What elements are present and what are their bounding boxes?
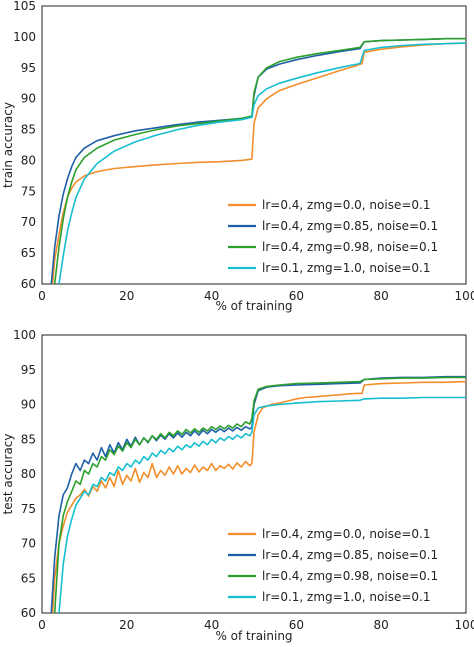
y-tick-label: 80: [21, 467, 36, 481]
y-tick-label: 60: [21, 606, 36, 620]
x-axis-label: % of training: [215, 629, 292, 643]
y-tick-label: 100: [13, 328, 36, 342]
y-tick-label: 65: [21, 246, 36, 260]
legend-label: lr=0.4, zmg=0.85, noise=0.1: [262, 548, 438, 562]
x-tick-label: 80: [374, 618, 389, 632]
x-tick-label: 0: [38, 289, 46, 303]
x-tick-label: 100: [455, 289, 474, 303]
plot-frame: [41, 334, 467, 614]
y-tick-label: 70: [21, 215, 36, 229]
y-tick-label: 85: [21, 123, 36, 137]
y-tick-label: 100: [13, 30, 36, 44]
legend-label: lr=0.4, zmg=0.0, noise=0.1: [262, 527, 430, 541]
x-tick-label: 0: [38, 618, 46, 632]
y-tick-label: 90: [21, 398, 36, 412]
y-axis-label: test accuracy: [1, 434, 15, 515]
legend-label: lr=0.4, zmg=0.98, noise=0.1: [262, 240, 438, 254]
y-tick-label: 75: [21, 502, 36, 516]
series-line-3: [58, 396, 466, 613]
train-accuracy-chart: 0 20 40 60 80 100 60 65 70 75 80 85 90 95 100 105 % of t…: [1, 0, 474, 313]
y-axis-label: train accuracy: [1, 102, 15, 188]
y-tick-label: 60: [21, 277, 36, 291]
legend-label: lr=0.1, zmg=1.0, noise=0.1: [262, 590, 430, 604]
y-tick-label: 70: [21, 537, 36, 551]
y-tick-label: 95: [21, 363, 36, 377]
legend-label: lr=0.4, zmg=0.85, noise=0.1: [262, 219, 438, 233]
series-line-0: [51, 380, 466, 613]
series-line-2: [53, 376, 466, 613]
series-line-2: [53, 37, 466, 284]
x-tick-label: 100: [455, 618, 474, 632]
y-tick-label: 75: [21, 184, 36, 198]
test-accuracy-chart: 0 20 40 60 80 100 60 65 70 75 80 85 90 95 100 % of trai…: [1, 328, 474, 643]
legend-label: lr=0.4, zmg=0.0, noise=0.1: [262, 198, 430, 212]
y-tick-label: 105: [13, 0, 36, 13]
x-tick-label: 60: [289, 618, 304, 632]
plot-frame: [41, 5, 467, 285]
y-tick-label: 90: [21, 92, 36, 106]
x-tick-label: 20: [119, 289, 134, 303]
y-tick-label: 85: [21, 432, 36, 446]
series-line-3: [58, 42, 466, 284]
x-tick-label: 40: [204, 289, 219, 303]
legend-label: lr=0.1, zmg=1.0, noise=0.1: [262, 261, 430, 275]
x-tick-label: 60: [289, 289, 304, 303]
x-tick-label: 80: [374, 289, 389, 303]
x-tick-label: 40: [204, 618, 219, 632]
legend-label: lr=0.4, zmg=0.98, noise=0.1: [262, 569, 438, 583]
x-axis-label: % of training: [215, 299, 292, 313]
y-tick-label: 95: [21, 61, 36, 75]
y-tick-label: 65: [21, 571, 36, 585]
x-tick-label: 20: [119, 618, 134, 632]
y-tick-label: 80: [21, 153, 36, 167]
